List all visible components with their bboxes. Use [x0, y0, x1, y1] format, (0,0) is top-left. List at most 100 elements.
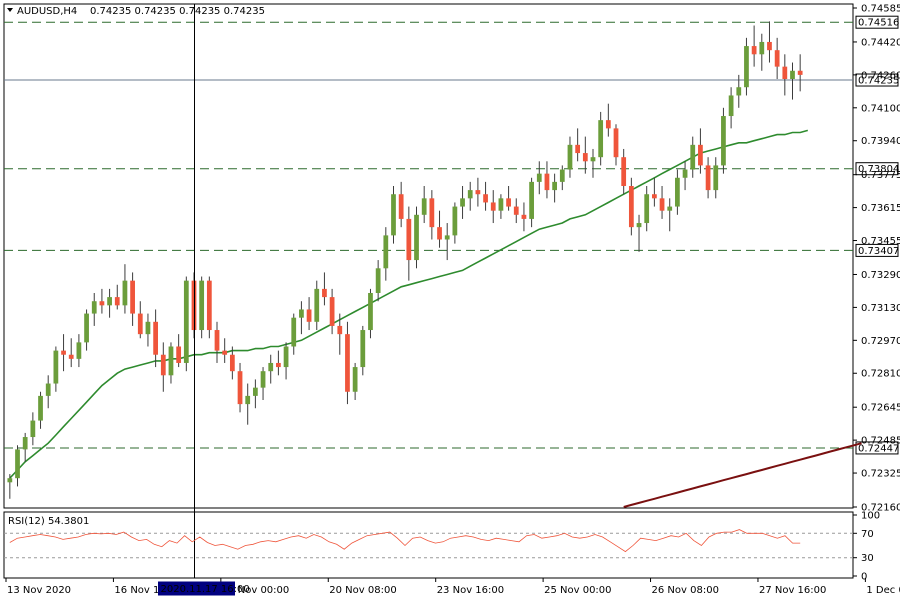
bull-candle [590, 148, 596, 178]
candle-body [53, 350, 59, 384]
candle-body [222, 350, 228, 355]
bear-candle [191, 272, 197, 339]
bear-candle [229, 346, 235, 380]
candle-body [797, 70, 803, 75]
candle-body [214, 330, 220, 351]
bear-candle [659, 185, 665, 219]
candle-body [122, 280, 128, 306]
ma-slow-path [623, 442, 862, 508]
bear-candle [513, 198, 519, 224]
bull-candle [675, 169, 680, 215]
bull-candle [421, 185, 427, 224]
ma-fast-line [9, 129, 809, 479]
candle-body [15, 449, 20, 479]
bear-candle [437, 210, 442, 248]
price-tick-label: 0.73775 [861, 170, 900, 181]
bear-candle [153, 309, 159, 368]
bear-candle [698, 128, 703, 174]
bear-candle [429, 190, 435, 240]
dropdown-triangle-icon[interactable] [7, 8, 13, 12]
bear-candle [797, 54, 803, 92]
candle-body [621, 157, 627, 186]
price-tick-label: 0.73940 [861, 136, 900, 147]
candle-body [559, 169, 565, 182]
candle-body [306, 309, 312, 322]
bear-candle [276, 350, 281, 376]
candle-body [452, 206, 458, 236]
candle-body [552, 181, 558, 191]
bear-candle [398, 181, 404, 228]
bull-candle [759, 33, 765, 71]
rsi-pane-frame [3, 511, 854, 579]
price-tick-label: 0.74260 [861, 70, 900, 81]
candle-body [536, 173, 542, 182]
bull-candle [145, 313, 151, 347]
bull-candle [721, 107, 726, 174]
time-tick-label: 1 Dec 00:00 [866, 585, 900, 596]
candle-body [383, 235, 389, 269]
candle-body [567, 144, 573, 170]
bull-candle [536, 161, 542, 195]
bear-candle [99, 288, 105, 314]
candle-body [398, 194, 404, 219]
price-tick-label: 0.72160 [861, 503, 900, 514]
ohlc-values: 0.74235 0.74235 0.74235 0.74235 [90, 6, 265, 17]
price-tick-label: 0.74585 [861, 4, 900, 15]
candle-body [130, 280, 135, 314]
candle-body [38, 395, 43, 421]
candle-body [575, 144, 581, 154]
bull-candle [252, 379, 258, 409]
bull-candle [383, 227, 389, 281]
bull-candle [283, 342, 289, 380]
candle-body [598, 120, 604, 158]
horizontal-levels: 0.74516 0.73804 0.73407 0.72447 0.74235 [4, 15, 899, 455]
candle-body [460, 198, 465, 207]
bear-candle [345, 321, 350, 405]
current-price-label: 0.74235 [858, 76, 899, 87]
bull-candle [567, 136, 573, 178]
bear-candle [68, 338, 74, 368]
bear-candle [628, 177, 634, 236]
level-price-label: 0.73804 [858, 164, 899, 175]
price-tick-label: 0.72325 [861, 469, 900, 480]
candle-body [145, 321, 151, 335]
bear-candle [767, 21, 772, 63]
bull-candle [460, 185, 465, 219]
level-price-label: 0.72447 [858, 443, 899, 454]
bear-candle [337, 313, 343, 355]
candle-body [260, 371, 266, 388]
bull-candle [391, 185, 396, 244]
time-tick-label: 16 Nov 16:00 [114, 585, 181, 596]
candle-body [521, 214, 527, 219]
bull-candle [168, 342, 174, 384]
candle-body [644, 194, 650, 224]
bull-candle [53, 346, 59, 392]
candle-body [721, 116, 726, 166]
candle-body [698, 144, 703, 166]
candle-body [636, 223, 642, 228]
level-price-box [855, 15, 899, 29]
candle-body [774, 50, 780, 67]
candle-body [91, 301, 97, 314]
level-price-box [855, 441, 899, 455]
bull-candle [38, 391, 43, 429]
candle-body [22, 437, 28, 450]
bear-candle [176, 334, 182, 368]
candle-body [168, 346, 174, 376]
bear-candle [114, 284, 120, 310]
candle-body [283, 346, 289, 368]
bear-candle [521, 202, 527, 232]
bear-candle [322, 272, 327, 306]
candle-body [291, 317, 297, 347]
candle-body [375, 268, 381, 293]
candle-body [199, 280, 205, 331]
bull-candle [498, 194, 504, 219]
bull-candle [529, 177, 534, 228]
bear-candle [61, 334, 66, 372]
bull-candle [444, 223, 450, 261]
bull-candle [352, 362, 358, 400]
bull-candle [30, 412, 36, 446]
bull-candle [682, 161, 688, 191]
